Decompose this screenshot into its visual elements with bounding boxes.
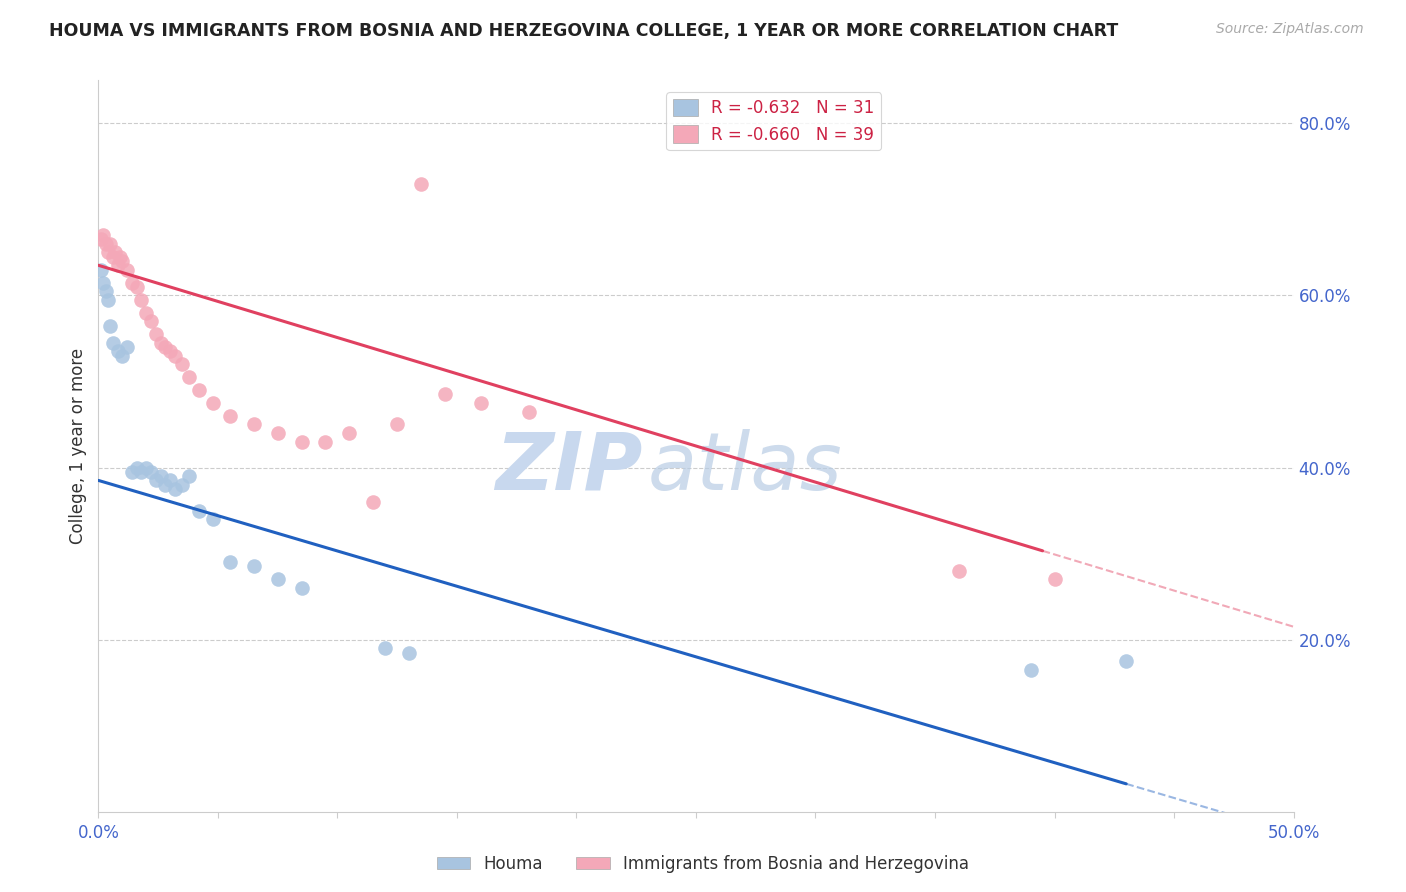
Point xyxy=(411,177,433,191)
Point xyxy=(267,426,290,441)
Point xyxy=(243,417,266,432)
Point xyxy=(111,254,134,268)
Point xyxy=(187,383,209,397)
Point xyxy=(385,417,409,432)
Point xyxy=(291,434,314,449)
Point xyxy=(470,396,492,410)
Point xyxy=(107,258,129,272)
Point xyxy=(1043,573,1066,587)
Point xyxy=(163,349,186,363)
Point xyxy=(94,284,117,298)
Point xyxy=(98,236,122,251)
Point xyxy=(159,344,181,359)
Point xyxy=(125,280,148,294)
Point xyxy=(145,474,167,488)
Point xyxy=(107,344,129,359)
Point xyxy=(125,460,148,475)
Point xyxy=(108,250,131,264)
Point xyxy=(163,482,186,496)
Point xyxy=(121,276,143,290)
Point xyxy=(97,293,120,307)
Y-axis label: College, 1 year or more: College, 1 year or more xyxy=(69,348,87,544)
Point xyxy=(1115,654,1137,668)
Point xyxy=(149,335,172,350)
Text: ZIP: ZIP xyxy=(495,429,643,507)
Point xyxy=(135,460,157,475)
Point xyxy=(111,349,134,363)
Point xyxy=(948,564,970,578)
Point xyxy=(374,641,396,656)
Point xyxy=(187,503,209,517)
Point xyxy=(131,293,153,307)
Point xyxy=(339,426,361,441)
Point xyxy=(517,404,540,418)
Point xyxy=(91,276,114,290)
Point xyxy=(101,335,124,350)
Point xyxy=(219,409,242,423)
Point xyxy=(91,228,114,243)
Point xyxy=(104,245,127,260)
Point xyxy=(315,434,337,449)
Legend: R = -0.632   N = 31, R = -0.660   N = 39: R = -0.632 N = 31, R = -0.660 N = 39 xyxy=(666,92,882,150)
Point xyxy=(135,305,157,319)
Point xyxy=(243,559,266,574)
Text: Source: ZipAtlas.com: Source: ZipAtlas.com xyxy=(1216,22,1364,37)
Point xyxy=(90,262,112,277)
Point xyxy=(398,646,420,660)
Point xyxy=(179,469,201,483)
Point xyxy=(145,327,167,342)
Point xyxy=(172,357,194,371)
Point xyxy=(267,573,290,587)
Point xyxy=(202,396,225,410)
Point xyxy=(159,474,181,488)
Point xyxy=(179,370,201,384)
Text: atlas: atlas xyxy=(648,429,844,507)
Point xyxy=(172,477,194,491)
Point xyxy=(149,469,172,483)
Legend: Houma, Immigrants from Bosnia and Herzegovina: Houma, Immigrants from Bosnia and Herzeg… xyxy=(430,848,976,880)
Point xyxy=(121,465,143,479)
Point xyxy=(139,314,162,328)
Point xyxy=(115,340,138,354)
Point xyxy=(202,512,225,526)
Point xyxy=(363,495,385,509)
Point xyxy=(434,387,457,401)
Text: HOUMA VS IMMIGRANTS FROM BOSNIA AND HERZEGOVINA COLLEGE, 1 YEAR OR MORE CORRELAT: HOUMA VS IMMIGRANTS FROM BOSNIA AND HERZ… xyxy=(49,22,1118,40)
Point xyxy=(94,236,117,251)
Point xyxy=(97,245,120,260)
Point xyxy=(115,262,138,277)
Point xyxy=(219,555,242,569)
Point xyxy=(139,465,162,479)
Point xyxy=(90,232,112,246)
Point xyxy=(291,581,314,595)
Point xyxy=(155,340,177,354)
Point xyxy=(101,250,124,264)
Point xyxy=(98,318,122,333)
Point xyxy=(131,465,153,479)
Point xyxy=(155,477,177,491)
Point xyxy=(1019,663,1042,677)
